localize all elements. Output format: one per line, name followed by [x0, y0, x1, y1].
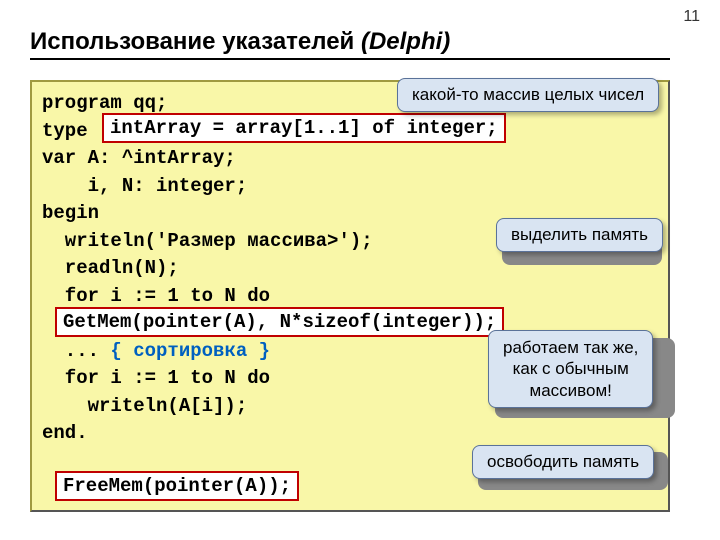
callout-work: работаем так же, как с обычным массивом! [488, 330, 653, 408]
code-line: var A: ^intArray; [42, 145, 658, 173]
callout-line: работаем так же, [503, 337, 638, 358]
code-line: i, N: integer; [42, 173, 658, 201]
callout-line: как с обычным [503, 358, 638, 379]
title-italic: (Delphi) [361, 28, 450, 55]
highlight-intarray: intArray = array[1..1] of integer; [102, 113, 506, 143]
callout-free: освободить память [472, 445, 654, 479]
title-main: Использование указателей [30, 28, 354, 55]
callout-allocate: выделить память [496, 218, 663, 252]
highlight-freemem: FreeMem(pointer(A)); [55, 471, 299, 501]
page-title: Использование указателей (Delphi) [30, 28, 670, 60]
callout-line: массивом! [503, 380, 638, 401]
code-comment: { сортировка } [110, 340, 270, 362]
highlight-getmem: GetMem(pointer(A), N*sizeof(integer)); [55, 307, 504, 337]
callout-array: какой-то массив целых чисел [397, 78, 659, 112]
code-line: end. [42, 420, 658, 448]
code-line: for i := 1 to N do [42, 283, 658, 311]
code-text: ... [42, 340, 110, 362]
page-number: 11 [683, 8, 700, 26]
